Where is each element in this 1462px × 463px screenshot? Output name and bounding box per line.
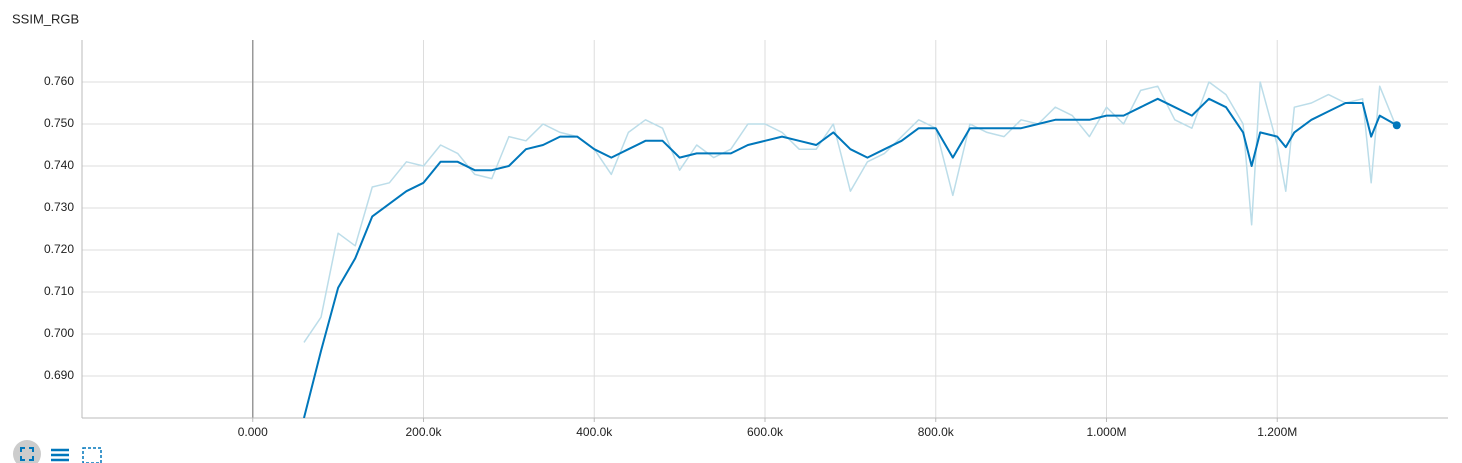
- x-tick-label: 1.000M: [1086, 425, 1126, 439]
- zoom-button[interactable]: [82, 447, 102, 463]
- toolbar: [13, 440, 102, 463]
- series-line: [303, 81, 1398, 343]
- plot-area: [303, 81, 1398, 418]
- y-tick-label: 0.730: [44, 200, 74, 214]
- y-tick-label: 0.690: [44, 368, 74, 382]
- x-tick-label: 600.0k: [747, 425, 784, 439]
- x-tick-label: 400.0k: [576, 425, 613, 439]
- x-tick-label: 0.000: [238, 425, 268, 439]
- y-tick-label: 0.720: [44, 242, 74, 256]
- y-tick-label: 0.740: [44, 158, 74, 172]
- y-tick-label: 0.700: [44, 326, 74, 340]
- x-tick-label: 1.200M: [1257, 425, 1297, 439]
- chart-title: SSIM_RGB: [12, 11, 79, 26]
- last-point: [1392, 121, 1401, 130]
- series-line: [303, 97, 1398, 418]
- y-tick-label: 0.750: [44, 116, 74, 130]
- y-tick-label: 0.760: [44, 74, 74, 88]
- y-tick-label: 0.710: [44, 284, 74, 298]
- fit-icon: [20, 447, 34, 461]
- grid: [82, 40, 1448, 418]
- x-tick-label: 800.0k: [918, 425, 955, 439]
- x-tick-label: 200.0k: [405, 425, 442, 439]
- fit-button[interactable]: [13, 440, 41, 463]
- log-scale-button[interactable]: [51, 448, 69, 462]
